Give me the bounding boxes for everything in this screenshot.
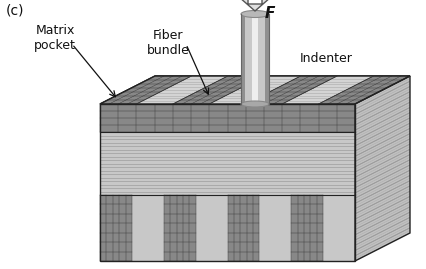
Polygon shape: [252, 14, 258, 104]
Text: Indenter: Indenter: [300, 52, 353, 65]
Polygon shape: [132, 195, 164, 261]
Polygon shape: [100, 104, 355, 132]
PathPatch shape: [100, 76, 410, 104]
Polygon shape: [259, 195, 291, 261]
Polygon shape: [241, 14, 269, 104]
Polygon shape: [265, 14, 269, 104]
Polygon shape: [100, 195, 132, 261]
Text: F: F: [265, 6, 275, 21]
Polygon shape: [100, 76, 191, 104]
Polygon shape: [196, 195, 227, 261]
Polygon shape: [241, 14, 245, 104]
Polygon shape: [100, 132, 355, 195]
Polygon shape: [227, 195, 259, 261]
Polygon shape: [323, 195, 355, 261]
Polygon shape: [282, 76, 374, 104]
Polygon shape: [246, 76, 337, 104]
Polygon shape: [291, 195, 323, 261]
Ellipse shape: [241, 10, 269, 17]
Polygon shape: [319, 76, 410, 104]
Polygon shape: [164, 195, 196, 261]
Polygon shape: [173, 76, 264, 104]
Text: Matrix
pocket: Matrix pocket: [34, 24, 76, 52]
Polygon shape: [136, 76, 228, 104]
Text: (c): (c): [6, 4, 25, 18]
Polygon shape: [100, 76, 410, 104]
Polygon shape: [239, 0, 271, 11]
Text: Fiber
bundle: Fiber bundle: [147, 29, 190, 57]
Polygon shape: [209, 76, 301, 104]
Polygon shape: [355, 76, 410, 261]
Ellipse shape: [241, 101, 269, 107]
